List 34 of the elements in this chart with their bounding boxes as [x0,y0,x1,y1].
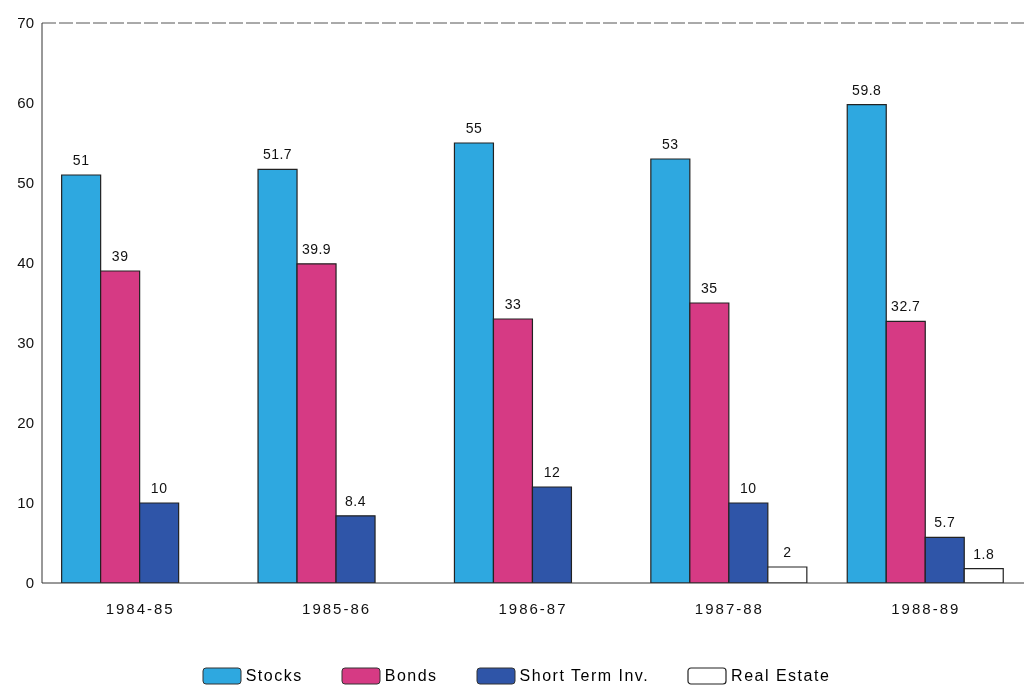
y-tick-label: 40 [17,254,34,272]
y-tick-label: 20 [17,414,34,432]
y-tick-label: 10 [17,494,34,512]
data-label: 33 [504,296,522,312]
data-label: 39 [111,248,129,264]
x-tick-label: 1988-89 [891,599,961,617]
x-tick-label: 1986-87 [498,599,568,617]
legend-label: Real Estate [731,667,831,685]
y-tick-label: 30 [17,334,34,352]
y-tick-label: 0 [25,574,34,592]
data-label: 10 [150,480,168,496]
data-label: 8.4 [345,492,367,509]
x-tick-label: 1985-86 [302,599,372,617]
x-tick-label: 1984-85 [105,599,175,617]
data-label: 35 [701,280,718,296]
data-label: 32.7 [891,298,921,315]
data-label: 2 [783,544,792,560]
x-tick-label: 1987-88 [694,599,764,617]
data-label: 53 [662,136,679,152]
data-label: 51.7 [262,146,293,163]
y-tick-label: 70 [17,14,34,32]
data-label: 39.9 [301,240,332,257]
y-tick-label: 50 [17,174,34,192]
data-label: 12 [543,464,561,480]
data-label: 59.8 [852,81,882,98]
legend-label: Stocks [245,667,303,685]
data-label: 51 [72,152,90,168]
data-label: 55 [465,120,483,136]
data-label: 1.8 [973,545,995,562]
legend-label: Bonds [384,667,438,685]
y-tick-label: 60 [17,94,34,112]
data-label: 5.7 [934,514,956,531]
data-label: 10 [740,480,757,496]
legend-label: Short Term Inv. [519,667,650,685]
